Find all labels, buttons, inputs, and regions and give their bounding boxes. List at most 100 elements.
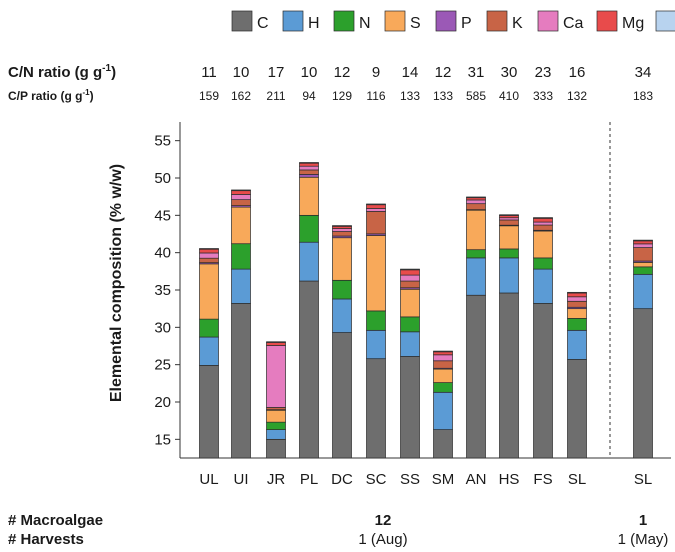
bar-segment-c <box>332 332 352 459</box>
bar-segment-mg <box>433 351 453 356</box>
legend: C H N S P K Ca Mg Fe <box>231 10 675 32</box>
plot-frame <box>179 122 671 459</box>
x-tick-label: SL <box>568 471 586 488</box>
bar-segment-p <box>299 174 319 178</box>
bar-segment-fe <box>332 225 352 227</box>
group2-macroalgae-count: 1 <box>639 512 647 529</box>
cp-ratio-value: 183 <box>633 89 653 103</box>
bar-segment-mg <box>199 248 219 254</box>
bar-segment-mg <box>567 292 587 298</box>
cp-ratio-value: 159 <box>199 89 219 103</box>
cp-ratio-value: 162 <box>231 89 251 103</box>
harvests-label: # Harvests <box>8 531 84 547</box>
bar-segment-n <box>466 249 486 259</box>
bar-segment-k <box>633 247 653 262</box>
bar-segment-c <box>266 438 286 459</box>
cn-ratio-value: 12 <box>435 64 452 81</box>
macroalgae-label: # Macroalgae <box>8 512 103 529</box>
legend-label: S <box>410 15 421 32</box>
cn-ratio-value: 11 <box>201 64 217 81</box>
bar-segment-h <box>433 391 453 430</box>
cp-ratio-value: 129 <box>332 89 352 103</box>
cn-ratio-value: 34 <box>635 64 652 81</box>
bar-segment-s <box>633 262 653 268</box>
bar-segment-mg <box>400 269 420 276</box>
legend-item-c: C <box>231 10 269 32</box>
bar-stack <box>332 225 352 459</box>
bar-segment-c <box>533 303 553 459</box>
y-tick-label: 15 <box>154 431 171 448</box>
legend-swatch <box>333 10 355 32</box>
y-tick-label: 50 <box>154 170 171 187</box>
bar-segment-fe <box>466 196 486 199</box>
cp-ratio-value: 410 <box>499 89 519 103</box>
bar-segment-k <box>332 231 352 237</box>
bar-segment-k <box>299 169 319 175</box>
legend-swatch <box>384 10 406 32</box>
bar-segment-c <box>633 308 653 459</box>
cn-ratio-value: 10 <box>233 64 250 81</box>
cp-ratio-value: 94 <box>302 89 316 103</box>
cn-ratio-value: 31 <box>468 64 485 81</box>
y-axis-title: Elemental composition (% w/w) <box>108 164 125 402</box>
cn-ratio-values: 11 10 17 10 12 9 14 12 31 30 23 16 34 <box>201 64 651 81</box>
y-tick-label: 30 <box>154 319 171 336</box>
bar-segment-s <box>332 237 352 281</box>
bar-segment-n <box>567 318 587 331</box>
bar-segment-c <box>499 292 519 459</box>
bar-segment-c <box>299 280 319 459</box>
legend-label: Mg <box>622 15 644 32</box>
x-tick-label: UI <box>234 471 249 488</box>
bar-segment-s <box>567 308 587 319</box>
cp-ratio-value: 585 <box>466 89 486 103</box>
x-tick-label: SM <box>432 471 455 488</box>
legend-item-h: H <box>282 10 320 32</box>
bar-segment-c <box>466 294 486 459</box>
bar-stack <box>266 341 286 459</box>
legend-item-s: S <box>384 10 421 32</box>
bar-segment-c <box>366 358 386 459</box>
bar-segment-ca <box>231 194 251 201</box>
bar-stack <box>199 248 219 459</box>
x-tick-label: PL <box>300 471 318 488</box>
cp-ratio-values: 159 162 211 94 129 116 133 133 585 410 333 132 183 <box>199 89 653 103</box>
bar-segment-k <box>231 199 251 206</box>
bar-segment-n <box>400 316 420 333</box>
bar-segment-h <box>499 257 519 294</box>
bar-segment-ca <box>567 296 587 302</box>
x-tick-label: DC <box>331 471 353 488</box>
bar-stack <box>366 203 386 459</box>
bar-segment-h <box>299 241 319 282</box>
bar-segment-k <box>366 211 386 235</box>
bar-segment-n <box>266 421 286 430</box>
bar-segment-h <box>400 331 420 357</box>
legend-swatch <box>231 10 253 32</box>
cp-ratio-value: 116 <box>366 89 385 103</box>
cp-ratio-value: 133 <box>400 89 420 103</box>
bar-segment-n <box>433 382 453 393</box>
bar-segment-mg <box>366 204 386 209</box>
y-tick-label: 55 <box>154 133 171 150</box>
group1-harvests: 1 (Aug) <box>358 531 407 547</box>
bar-segment-s <box>433 368 453 383</box>
x-tick-label: SS <box>400 471 420 488</box>
legend-label: Ca <box>563 15 584 32</box>
cp-ratio-value: 132 <box>567 89 587 103</box>
bars <box>199 162 653 459</box>
bar-segment-k <box>199 257 219 264</box>
bar-segment-fe <box>299 162 319 164</box>
cn-ratio-value: 14 <box>402 64 419 81</box>
x-tick-label: UL <box>199 471 218 488</box>
bar-segment-ca <box>466 199 486 205</box>
cn-ratio-value: 9 <box>372 64 380 81</box>
bar-stack <box>567 291 587 459</box>
bar-segment-h <box>231 268 251 304</box>
bar-segment-fe <box>533 217 553 219</box>
bar-segment-n <box>299 214 319 243</box>
bar-segment-s <box>466 209 486 251</box>
group1-macroalgae-count: 12 <box>375 512 392 529</box>
legend-item-p: P <box>435 10 472 32</box>
cn-ratio-value: 16 <box>569 64 586 81</box>
bar-segment-n <box>499 248 519 259</box>
